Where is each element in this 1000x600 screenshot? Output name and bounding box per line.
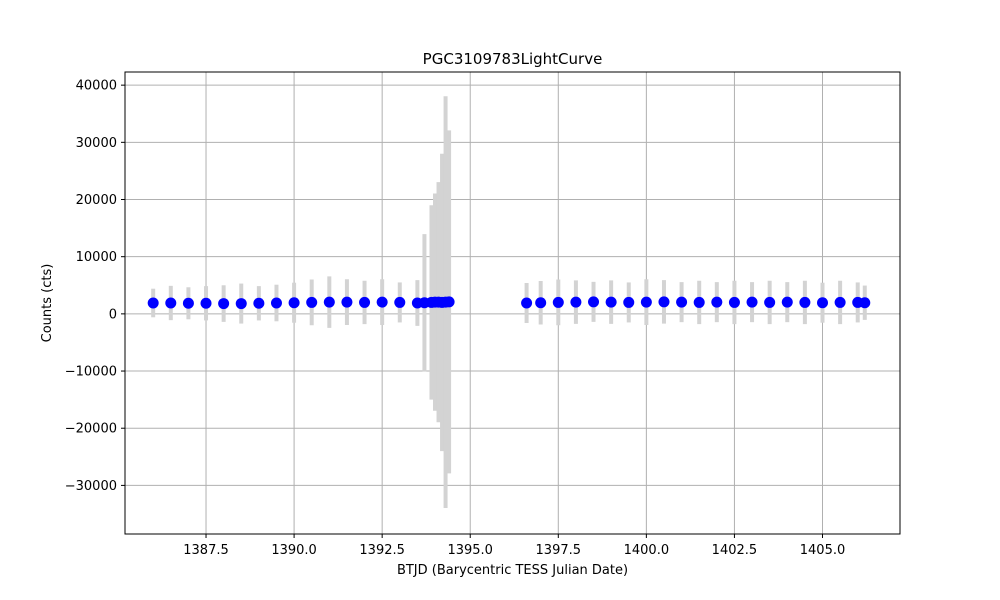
data-point	[218, 298, 230, 310]
y-axis-label: Counts (cts)	[40, 264, 55, 343]
data-point	[182, 297, 194, 309]
data-point	[746, 296, 758, 308]
y-tick-label: −10000	[65, 365, 117, 380]
data-point	[728, 296, 740, 308]
chart-title: PGC3109783LightCurve	[423, 50, 603, 68]
data-point	[535, 297, 547, 309]
data-point	[781, 296, 793, 308]
y-tick-label: 40000	[76, 79, 117, 94]
marker-layer	[147, 296, 871, 310]
y-tick-label: 0	[109, 307, 117, 322]
x-tick-label: 1395.0	[447, 543, 493, 558]
data-point	[341, 296, 353, 308]
data-point	[693, 296, 705, 308]
data-point	[764, 296, 776, 308]
data-point	[570, 296, 582, 308]
data-point	[270, 297, 282, 309]
data-point	[623, 296, 635, 308]
x-tick-label: 1390.0	[271, 543, 317, 558]
data-point	[288, 297, 300, 309]
data-point	[834, 296, 846, 308]
data-point	[799, 296, 811, 308]
x-tick-label: 1397.5	[536, 543, 582, 558]
data-point	[605, 296, 617, 308]
y-axis-ticks: −30000 −20000 −10000 0 10000 20000 30000 40000	[65, 79, 125, 494]
y-tick-label: 30000	[76, 136, 117, 151]
x-axis-ticks: 1387.5 1390.0 1392.5 1395.0 1397.5 1400.0 1402…	[183, 534, 845, 558]
data-point	[394, 296, 406, 308]
x-axis-label: BTJD (Barycentric TESS Julian Date)	[397, 563, 628, 578]
data-point	[376, 296, 388, 308]
y-tick-label: −30000	[65, 479, 117, 494]
x-tick-label: 1400.0	[624, 543, 670, 558]
data-point	[165, 297, 177, 309]
data-point	[640, 296, 652, 308]
plot-frame	[124, 71, 901, 535]
data-point	[552, 296, 564, 308]
data-point	[588, 296, 600, 308]
data-point	[859, 297, 871, 309]
data-point	[235, 298, 247, 310]
y-tick-label: −20000	[65, 422, 117, 437]
data-point	[443, 296, 455, 308]
data-point	[200, 297, 212, 309]
data-point	[711, 296, 723, 308]
y-tick-label: 20000	[76, 193, 117, 208]
data-point	[359, 296, 371, 308]
data-point	[658, 296, 670, 308]
data-point	[817, 297, 828, 309]
data-point	[521, 297, 533, 309]
data-point	[253, 297, 265, 309]
data-point	[323, 296, 335, 308]
x-tick-label: 1405.0	[800, 543, 846, 558]
x-tick-label: 1402.5	[712, 543, 758, 558]
y-tick-label: 10000	[76, 250, 117, 265]
x-tick-label: 1387.5	[183, 543, 229, 558]
x-tick-label: 1392.5	[359, 543, 405, 558]
data-point	[306, 296, 318, 308]
data-point	[676, 296, 688, 308]
data-point	[147, 297, 159, 309]
